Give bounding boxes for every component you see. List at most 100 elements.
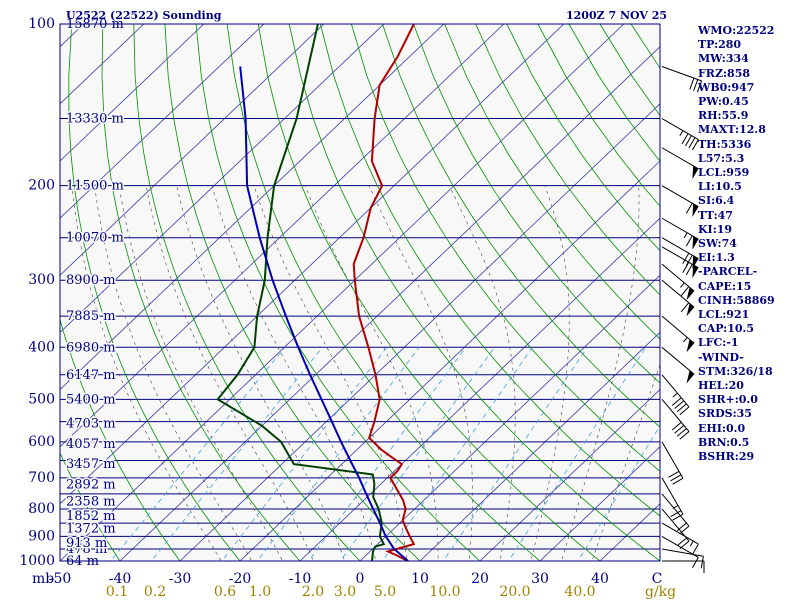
index-value: FRZ:858	[698, 67, 798, 81]
index-value: SI:6.4	[698, 194, 798, 208]
wind-barb-flag	[686, 236, 692, 246]
index-value: LCL:959	[698, 166, 798, 180]
wind-barb	[662, 442, 683, 484]
index-value: LI:10.5	[698, 180, 798, 194]
index-value: SRDS:35	[698, 407, 798, 421]
height-label: 6980 m	[66, 340, 116, 355]
index-value: STM:326/18	[698, 365, 798, 379]
index-value: MAXT:12.8	[698, 123, 798, 137]
wind-barb-half-flag	[680, 131, 683, 136]
pressure-label: 900	[28, 528, 55, 544]
mixing-ratio-label: 1.0	[249, 584, 271, 600]
wind-barb-half-flag	[673, 393, 678, 397]
wind-barb-flag	[690, 78, 694, 89]
wind-barb-flag	[686, 203, 692, 213]
wind-barb-pennant	[687, 303, 695, 316]
mixing-ratio-label: 0.2	[144, 584, 166, 600]
wind-barb	[662, 561, 704, 573]
pressure-label: 1000	[19, 553, 55, 569]
wind-barb	[662, 186, 698, 217]
index-value: L57:5.3	[698, 152, 798, 166]
mixing-ratio-label: 10.0	[429, 584, 460, 600]
pressure-label: 800	[28, 501, 55, 517]
height-label: 2358 m	[66, 495, 116, 510]
wind-barb-flag	[692, 557, 698, 567]
height-label: 11500 m	[66, 179, 124, 194]
wind-barb-half-flag	[683, 337, 687, 342]
wind-barb-half-flag	[684, 233, 687, 238]
index-value: LFC:-1	[698, 336, 798, 350]
temperature-tick-label: -30	[169, 571, 192, 587]
index-value: CAPE:15	[698, 280, 798, 294]
wind-barb-half-flag	[680, 283, 684, 288]
index-value: SHR+:0.0	[698, 393, 798, 407]
index-value: CINH:58869	[698, 294, 798, 308]
index-value: WMO:22522	[698, 24, 798, 38]
index-value: BSHR:29	[698, 450, 798, 464]
index-value: WB0:947	[698, 81, 798, 95]
height-label: 6147 m	[66, 368, 116, 383]
height-label: 13330 m	[66, 112, 124, 127]
pressure-label: 200	[28, 178, 55, 194]
wind-barb	[662, 280, 694, 316]
temperature-tick-label: 0	[356, 571, 365, 587]
pressure-label: 700	[28, 470, 55, 486]
index-value: -WIND-	[698, 351, 798, 365]
temperature-tick-label: 10	[411, 571, 429, 587]
wind-barb-pennant	[687, 370, 695, 383]
wind-barb-flag	[701, 556, 703, 568]
temperature-tick-label: 20	[471, 571, 489, 587]
index-value: -PARCEL-	[698, 265, 798, 279]
mixing-ratio-label: 3.0	[334, 584, 356, 600]
wind-barb	[662, 67, 702, 93]
mixing-ratio-label: 2.0	[302, 584, 324, 600]
wind-barb-shaft	[662, 67, 702, 81]
pressure-label: 100	[28, 16, 55, 32]
mixing-ratio-label: 5.0	[374, 584, 396, 600]
wind-barb-shaft	[662, 148, 698, 169]
valid-time: 1200Z 7 NOV 25	[566, 9, 667, 22]
index-value: TP:280	[698, 38, 798, 52]
wind-barb-shaft	[662, 442, 683, 478]
index-value: RH:55.9	[698, 109, 798, 123]
wind-barb-shaft	[662, 494, 689, 526]
index-value: PW:0.45	[698, 95, 798, 109]
wind-barb-shaft	[662, 186, 698, 207]
isotherm-line	[0, 24, 24, 561]
wind-barb-shaft	[662, 316, 694, 343]
index-value: HEL:20	[698, 379, 798, 393]
index-value: EI:1.3	[698, 251, 798, 265]
mixing-ratio-label: 40.0	[564, 584, 595, 600]
mixing-ratio-label: 0.6	[214, 584, 236, 600]
wind-barb-shaft	[662, 478, 683, 514]
index-value: BRN:0.5	[698, 436, 798, 450]
height-label: 5400 m	[66, 392, 116, 407]
pressure-label: 300	[28, 272, 55, 288]
wind-barb	[662, 148, 698, 179]
wind-barb	[662, 375, 689, 415]
mixing-ratio-label: 20.0	[499, 584, 530, 600]
pressure-label: 400	[28, 339, 55, 355]
wind-barb-flag	[681, 303, 689, 312]
wind-barb-shaft	[662, 264, 694, 291]
height-label: 4703 m	[66, 417, 116, 432]
height-label: 1852 m	[66, 509, 116, 524]
height-label: 3457 m	[66, 457, 116, 472]
wind-barb-shaft	[662, 218, 698, 239]
height-label: 8900 m	[66, 273, 116, 288]
index-value: EHI:0.0	[698, 422, 798, 436]
temperature-tick-label: 30	[531, 571, 549, 587]
wind-barb	[662, 347, 694, 383]
wind-barb	[662, 478, 683, 520]
height-label: 913 m	[66, 536, 107, 551]
index-value: LCL:921	[698, 308, 798, 322]
wind-barb	[662, 119, 698, 150]
chart-title: U2522 (22522) Sounding	[66, 9, 221, 22]
wind-barb-shaft	[662, 347, 694, 374]
pressure-label: 600	[28, 434, 55, 450]
wind-barb-shaft	[662, 549, 703, 556]
wind-barb-shaft	[662, 119, 698, 140]
